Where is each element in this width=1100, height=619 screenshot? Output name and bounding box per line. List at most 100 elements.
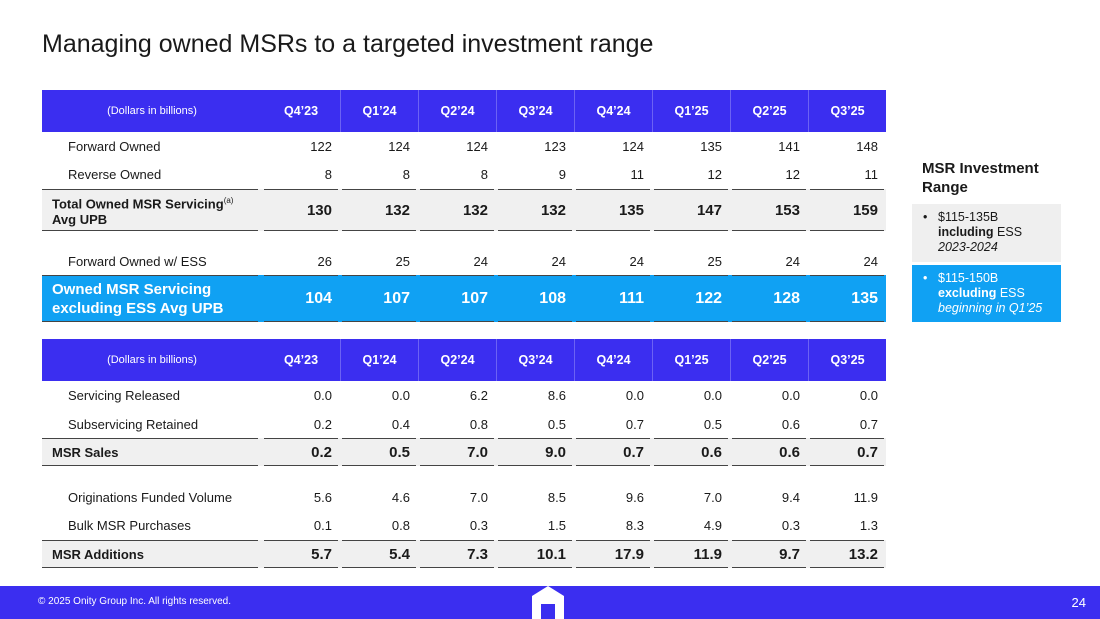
value: 7.0: [703, 489, 722, 505]
value: 9.7: [732, 540, 806, 568]
value: 107: [342, 275, 416, 322]
value: 9.0: [498, 438, 572, 466]
value: 132: [342, 189, 416, 231]
value: 5.4: [342, 540, 416, 568]
label-text: MSR Additions: [52, 546, 144, 562]
value: 107: [420, 275, 494, 322]
range-rest: ESS: [997, 225, 1023, 239]
column-header: Q2’24: [418, 90, 496, 132]
label-text: Forward Owned: [68, 138, 161, 154]
row-label: Originations Funded Volume: [42, 483, 258, 511]
label-text: MSR Sales: [52, 444, 119, 460]
row-label: Forward Owned: [42, 132, 258, 160]
value: 0.0: [391, 388, 410, 403]
value: 0.6: [781, 416, 800, 432]
value: 104: [264, 275, 338, 322]
row-label: Owned MSR Servicing excluding ESS Avg UP…: [42, 275, 258, 322]
column-header: Q1’24: [340, 339, 418, 381]
value: 13.2: [810, 540, 884, 568]
value: 148: [856, 138, 878, 154]
value: 9.4: [781, 489, 800, 505]
range-rest: ESS: [999, 286, 1025, 300]
value: 0.6: [732, 438, 806, 466]
value: 8: [324, 167, 332, 182]
value: 0.7: [859, 416, 878, 432]
table-header: [42, 339, 886, 381]
column-header: Q2’25: [730, 90, 808, 132]
value: 1.3: [859, 518, 878, 533]
value: 0.7: [625, 416, 644, 432]
column-header: Q3’24: [496, 90, 574, 132]
value: 0.8: [391, 518, 410, 533]
value: 0.7: [576, 438, 650, 466]
value: 11.9: [654, 540, 728, 568]
value: 0.0: [313, 388, 332, 403]
row-label: Subservicing Retained: [42, 410, 258, 438]
range: $115-150B: [938, 271, 999, 285]
value: 108: [498, 275, 572, 322]
column-header: Q2’24: [418, 339, 496, 381]
value: 25: [707, 253, 722, 269]
value: 11: [630, 167, 645, 182]
value: 0.3: [469, 518, 488, 533]
header-note: (Dollars in billions): [107, 105, 197, 117]
value: 135: [576, 189, 650, 231]
value: 24: [473, 253, 488, 269]
value: 6.2: [469, 388, 488, 403]
value: 24: [785, 253, 800, 269]
label-text: Bulk MSR Purchases: [68, 518, 191, 533]
period: 2023-2024: [938, 240, 998, 254]
value: 0.0: [781, 388, 800, 403]
value: 0.0: [625, 388, 644, 403]
value: 135: [700, 138, 722, 154]
period: beginning in Q1’25: [938, 301, 1043, 315]
value: 8.3: [625, 518, 644, 533]
value: 17.9: [576, 540, 650, 568]
range: $115-135B: [938, 210, 999, 224]
value: 1.5: [547, 518, 566, 533]
value: 24: [629, 253, 644, 269]
value: 0.5: [342, 438, 416, 466]
value: 8: [480, 167, 488, 182]
value: 141: [778, 138, 800, 154]
emphasis: excluding: [938, 286, 997, 300]
row-label: MSR Sales: [42, 438, 258, 466]
value: 0.0: [859, 388, 878, 403]
row-band: [42, 438, 886, 466]
value: 7.0: [420, 438, 494, 466]
label-text: Owned MSR Servicing excluding ESS Avg UP…: [52, 280, 224, 317]
value: 159: [810, 189, 884, 231]
column-header: Q1’25: [652, 90, 730, 132]
row-label: Forward Owned w/ ESS: [42, 247, 258, 275]
row-label: Bulk MSR Purchases: [42, 511, 258, 540]
label-text: Subservicing Retained: [68, 416, 199, 432]
column-header: Q1’24: [340, 90, 418, 132]
page-number: 24: [1071, 595, 1086, 610]
value: 135: [810, 275, 884, 322]
value: 26: [317, 253, 332, 269]
value: 0.0: [703, 388, 722, 403]
column-header: Q4’24: [574, 339, 652, 381]
value: 8.6: [547, 388, 566, 403]
column-header: Q4’23: [283, 104, 319, 118]
side-title: MSR Investment Range: [922, 160, 1039, 196]
value: 4.6: [391, 489, 410, 505]
slide-title: Managing owned MSRs to a targeted invest…: [42, 30, 654, 58]
value: 122: [654, 275, 728, 322]
value: 24: [863, 253, 878, 269]
value: 0.2: [264, 438, 338, 466]
label-text: Total Owned MSR Servicing(a) Avg UPB: [52, 193, 233, 226]
range-box: $115-150B excluding ESS beginning in Q1’…: [912, 265, 1061, 322]
value: 11: [864, 167, 879, 182]
column-header: Q2’25: [730, 339, 808, 381]
label-main: Total Owned MSR Servicing: [52, 196, 224, 212]
label-text: Originations Funded Volume: [68, 489, 233, 505]
value: 9: [558, 167, 566, 182]
column-header: Q1’25: [652, 339, 730, 381]
range-box: $115-135B including ESS 2023-2024: [912, 204, 1061, 262]
value: 124: [388, 138, 410, 154]
header-note: (Dollars in billions): [107, 354, 197, 366]
value: 7.0: [469, 489, 488, 505]
value: 111: [576, 275, 650, 322]
value: 8: [402, 167, 410, 182]
